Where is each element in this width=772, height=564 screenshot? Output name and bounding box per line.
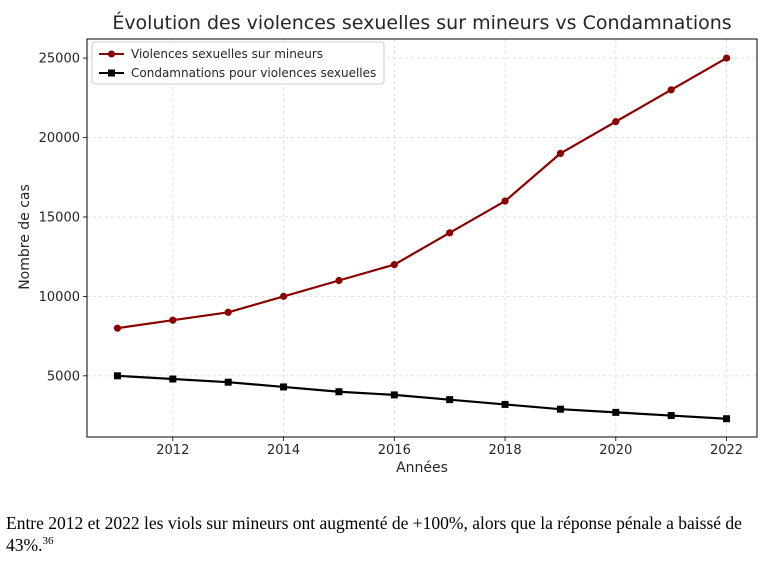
legend-label-violences: Violences sexuelles sur mineurs (131, 47, 323, 61)
y-tick-label-20000: 20000 (39, 131, 80, 146)
data-point-violences-sexuelles-sur-mineurs-2021 (667, 86, 675, 94)
data-point-violences-sexuelles-sur-mineurs-2019 (556, 149, 565, 157)
data-point-condamnations-pour-violences-sexuelles-2016 (390, 391, 398, 399)
data-point-violences-sexuelles-sur-mineurs-2014 (279, 292, 288, 300)
chart-grid (87, 39, 757, 437)
x-tick-label-2018: 2018 (489, 443, 522, 458)
x-tick-label-2014: 2014 (267, 443, 300, 458)
y-axis-ticks: 5000 10000 15000 20000 25000 (39, 52, 87, 384)
data-point-condamnations-pour-violences-sexuelles-2021 (667, 412, 675, 420)
data-point-violences-sexuelles-sur-mineurs-2015 (335, 276, 343, 285)
y-tick-label-25000: 25000 (39, 52, 80, 67)
x-tick-label-2022: 2022 (710, 443, 743, 458)
chart-title: Évolution des violences sexuelles sur mi… (112, 11, 731, 34)
data-point-violences-sexuelles-sur-mineurs-2022 (722, 54, 731, 62)
data-point-violences-sexuelles-sur-mineurs-2012 (169, 316, 177, 324)
caption-text: Entre 2012 et 2022 les viols sur mineurs… (6, 513, 742, 555)
y-axis-label: Nombre de cas (17, 184, 33, 290)
data-point-violences-sexuelles-sur-mineurs-2011 (113, 324, 122, 332)
series-line-condamnations-pour-violences-sexuelles (117, 374, 727, 420)
x-tick-label-2012: 2012 (156, 443, 189, 458)
y-tick-label-15000: 15000 (39, 210, 80, 225)
data-point-condamnations-pour-violences-sexuelles-2022 (723, 415, 731, 423)
data-point-violences-sexuelles-sur-mineurs-2018 (501, 197, 509, 205)
footnote-reference: 36 (42, 535, 54, 548)
data-point-condamnations-pour-violences-sexuelles-2011 (113, 372, 121, 380)
x-axis-ticks: 2012 2014 2016 2018 2020 2022 (156, 437, 743, 458)
legend-swatch-marker-violences (108, 50, 115, 58)
y-tick-label-10000: 10000 (39, 290, 80, 305)
caption-paragraph: Entre 2012 et 2022 les viols sur mineurs… (6, 512, 768, 556)
legend-box (91, 41, 385, 85)
data-point-condamnations-pour-violences-sexuelles-2014 (280, 383, 288, 391)
line-chart: Évolution des violences sexuelles sur mi… (17, 11, 758, 476)
data-point-violences-sexuelles-sur-mineurs-2016 (390, 261, 398, 269)
data-point-violences-sexuelles-sur-mineurs-2020 (612, 118, 620, 126)
x-tick-label-2020: 2020 (599, 443, 632, 458)
y-tick-label-5000: 5000 (47, 369, 80, 384)
plot-area-frame (86, 38, 758, 438)
x-tick-label-2016: 2016 (378, 443, 411, 458)
data-point-condamnations-pour-violences-sexuelles-2013 (224, 378, 232, 386)
chart-legend: Violences sexuelles sur mineurs Condamna… (91, 41, 385, 85)
data-point-condamnations-pour-violences-sexuelles-2020 (612, 408, 620, 416)
x-axis-label: Années (396, 460, 448, 476)
series-line-violences-sexuelles-sur-mineurs (117, 57, 728, 330)
data-point-condamnations-pour-violences-sexuelles-2018 (501, 400, 509, 408)
data-point-condamnations-pour-violences-sexuelles-2012 (169, 375, 177, 383)
legend-label-condamnations: Condamnations pour violences sexuelles (131, 66, 376, 80)
data-point-violences-sexuelles-sur-mineurs-2013 (224, 308, 232, 316)
data-point-violences-sexuelles-sur-mineurs-2017 (446, 229, 454, 237)
legend-swatch-marker-condamnations (108, 69, 115, 77)
data-point-condamnations-pour-violences-sexuelles-2019 (556, 405, 564, 413)
chart-series (113, 54, 731, 423)
data-point-condamnations-pour-violences-sexuelles-2015 (335, 388, 343, 396)
data-point-condamnations-pour-violences-sexuelles-2017 (446, 396, 454, 404)
